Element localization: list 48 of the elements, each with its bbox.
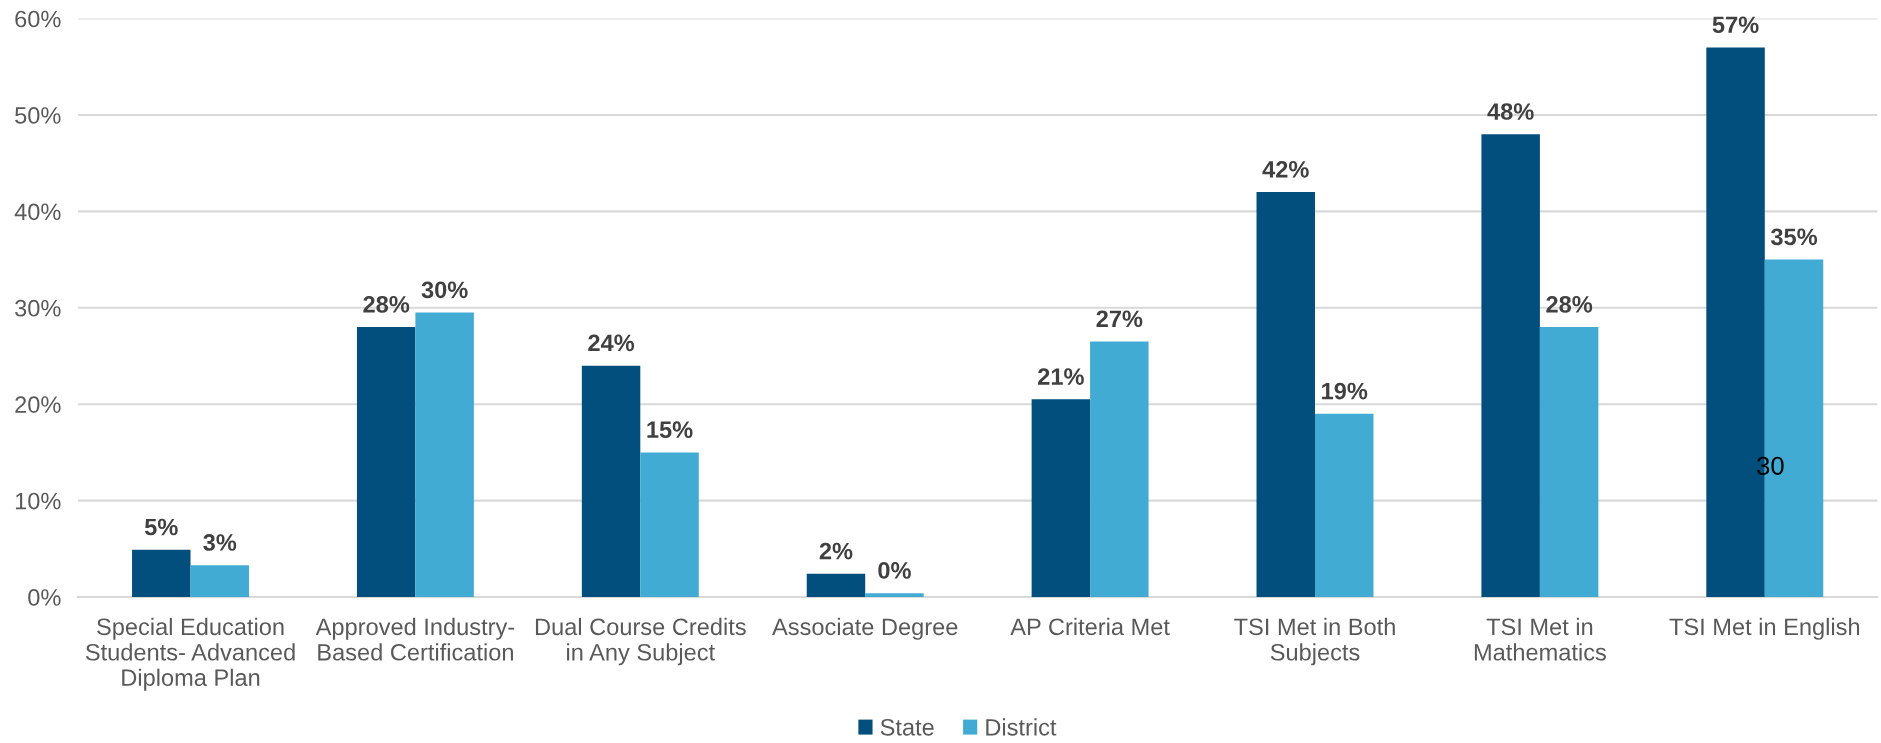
- data-label: 19%: [1322, 382, 1368, 400]
- y-tick-label: 0%: [28, 589, 61, 606]
- x-tick-label: Approved Industry-Based Certification: [315, 617, 515, 661]
- data-label: 2%: [819, 542, 853, 560]
- annotation: 30: [1757, 456, 1784, 475]
- bar: [1539, 327, 1599, 597]
- x-tick-label: Special Education Students- Advanced Diploma Plan: [85, 617, 295, 691]
- bar: [415, 312, 474, 597]
- y-tick-label: 60%: [15, 10, 61, 28]
- data-label: 15%: [647, 421, 693, 439]
- bar: [132, 549, 191, 597]
- data-label: 5%: [144, 518, 178, 536]
- y-tick-label: 20%: [15, 396, 61, 413]
- y-tick-label: 30%: [15, 299, 61, 317]
- data-label: 21%: [1038, 368, 1084, 385]
- data-label: 27%: [1096, 310, 1143, 328]
- x-tick-label: TSI Met in English: [1669, 617, 1860, 640]
- bar: [865, 593, 924, 597]
- data-label: 0%: [878, 562, 911, 579]
- y-tick-label: 10%: [15, 492, 61, 510]
- data-label: 28%: [363, 295, 410, 313]
- legend-label: State: [880, 718, 934, 736]
- data-label: 35%: [1770, 228, 1818, 246]
- x-tick-label: Dual Course Credits in Any Subject: [535, 617, 746, 666]
- data-label: 3%: [203, 534, 237, 551]
- bar: [1031, 399, 1091, 597]
- x-tick-label: TSI Met in Mathematics: [1474, 617, 1606, 661]
- legend-label: District: [986, 718, 1057, 736]
- data-label: 57%: [1712, 16, 1759, 34]
- bar: [1256, 192, 1315, 597]
- data-label: 30%: [421, 281, 468, 299]
- data-label: 28%: [1546, 295, 1593, 313]
- bar: [806, 573, 866, 597]
- bar: [190, 565, 249, 597]
- data-label: 24%: [588, 334, 635, 352]
- y-tick-label: 50%: [15, 107, 61, 124]
- data-label: 42%: [1262, 160, 1309, 178]
- x-tick-label: AP Criteria Met: [1010, 617, 1170, 636]
- bar: [1090, 341, 1149, 597]
- x-tick-label: TSI Met in Both Subjects: [1234, 617, 1395, 666]
- bar: [356, 327, 416, 597]
- data-label: 48%: [1487, 103, 1534, 120]
- x-tick-label: Associate Degree: [772, 617, 958, 640]
- bar: [1481, 134, 1540, 597]
- y-tick-label: 40%: [14, 203, 61, 221]
- bar: [581, 365, 641, 597]
- bar: [640, 452, 699, 597]
- bar: [1315, 413, 1374, 597]
